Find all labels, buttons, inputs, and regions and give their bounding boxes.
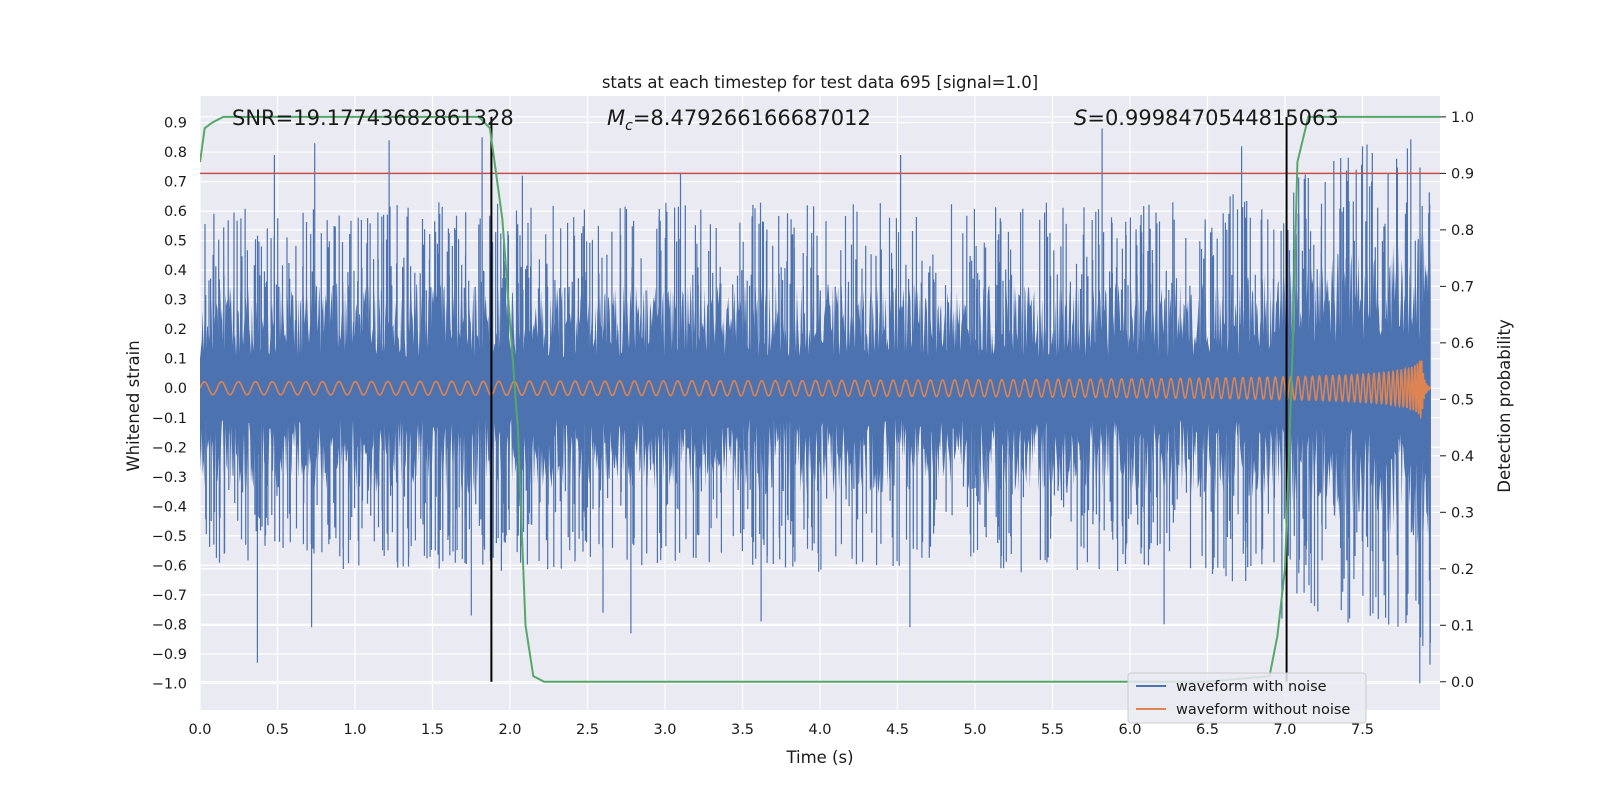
y-tick-label: −0.9 [152, 647, 187, 663]
y2-tick-label: 1.0 [1451, 110, 1474, 126]
x-tick-label: 3.5 [731, 722, 754, 738]
y-tick-label: −0.5 [152, 529, 187, 545]
x-tick-label: 6.0 [1118, 722, 1141, 738]
x-tick-label: 3.0 [653, 722, 676, 738]
y2-tick-label: 0.1 [1451, 618, 1474, 634]
y-tick-label: 0.5 [164, 234, 187, 250]
chirp-mass-subscript: c [625, 118, 633, 134]
y2-tick-label: 0.3 [1451, 505, 1474, 521]
y-tick-label: 0.3 [164, 293, 187, 309]
y-tick-label: 0.8 [164, 145, 187, 161]
x-tick-label: 4.0 [808, 722, 831, 738]
x-tick-label: 1.0 [343, 722, 366, 738]
y-tick-label: 0.4 [164, 263, 187, 279]
y2-tick-label: 0.6 [1451, 336, 1474, 352]
y2-tick-label: 0.8 [1451, 223, 1474, 239]
x-tick-label: 5.0 [963, 722, 986, 738]
y-tick-label: 0.1 [164, 352, 187, 368]
y-axis-ticks: 0.9 0.8 0.7 0.6 0.5 0.4 0.3 0.2 0.1 0.0 −0.1 −0.2 −0… [152, 116, 187, 693]
chirp-mass-annotation: Mc=8.479266166687012 [607, 106, 871, 134]
y2-tick-label: 0.4 [1451, 449, 1474, 465]
segment-markers [490, 116, 1288, 682]
chirp-mass-symbol: M [607, 106, 625, 130]
y-tick-label: −0.6 [152, 558, 187, 574]
y-tick-label: −0.4 [152, 499, 187, 515]
score-annotation: S=0.9998470544815063 [1074, 106, 1339, 130]
detection-probability-line [200, 115, 1440, 683]
score-symbol: S [1074, 106, 1087, 130]
x-tick-label: 1.5 [421, 722, 444, 738]
waveform-without-noise-line [200, 360, 1432, 420]
y2-tick-label: 0.0 [1451, 675, 1474, 691]
x-tick-label: 6.5 [1196, 722, 1219, 738]
x-tick-label: 2.5 [576, 722, 599, 738]
x-tick-label: 7.0 [1273, 722, 1296, 738]
x-tick-label: 0.5 [266, 722, 289, 738]
score-value: =0.9998470544815063 [1087, 106, 1338, 130]
x-axis-ticks: 0.0 0.5 1.0 1.5 2.0 2.5 3.0 3.5 4.0 4.5 5.0 5.5 6.0 6… [188, 722, 1374, 738]
y-tick-label: −0.2 [152, 440, 187, 456]
y-tick-label: 0.0 [164, 381, 187, 397]
y-tick-label: 0.9 [164, 116, 187, 132]
x-tick-label: 4.5 [886, 722, 909, 738]
legend-box [1127, 672, 1367, 724]
y-tick-label: −0.3 [152, 470, 187, 486]
y-tick-label: 0.7 [164, 175, 187, 191]
y-tick-label: 0.2 [164, 322, 187, 338]
legend: waveform with noise waveform without noi… [1127, 672, 1367, 724]
chart-title: stats at each timestep for test data 695… [602, 73, 1038, 92]
x-tick-label: 0.0 [188, 722, 211, 738]
snr-annotation: SNR=19.17743682861328 [232, 106, 514, 130]
chirp-mass-value: =8.479266166687012 [633, 106, 871, 130]
series-layer [200, 115, 1440, 684]
y-tick-label: 0.6 [164, 204, 187, 220]
legend-label-noise: waveform with noise [1176, 679, 1327, 695]
x-tick-label: 7.5 [1351, 722, 1374, 738]
x-tick-label: 2.0 [498, 722, 521, 738]
x-tick-label: 5.5 [1041, 722, 1064, 738]
y2-axis-label: Detection probability [1495, 319, 1514, 493]
y-axis-label: Whitened strain [124, 340, 143, 471]
y2-tick-label: 0.9 [1451, 166, 1474, 182]
y-tick-label: −0.8 [152, 617, 187, 633]
y2-tick-label: 0.2 [1451, 562, 1474, 578]
y2-axis-ticks: 1.0 0.9 0.8 0.7 0.6 0.5 0.4 0.3 0.2 0.1 0.0 [1440, 110, 1474, 691]
y2-tick-label: 0.7 [1451, 279, 1474, 295]
waveform-with-noise-line [204, 128, 1431, 684]
y-tick-label: −0.1 [152, 411, 187, 427]
y2-tick-label: 0.5 [1451, 392, 1474, 408]
legend-label-clean: waveform without noise [1176, 702, 1350, 718]
x-axis-label: Time (s) [785, 748, 853, 767]
y-tick-label: −0.7 [152, 588, 187, 604]
y-tick-label: −1.0 [152, 676, 187, 692]
